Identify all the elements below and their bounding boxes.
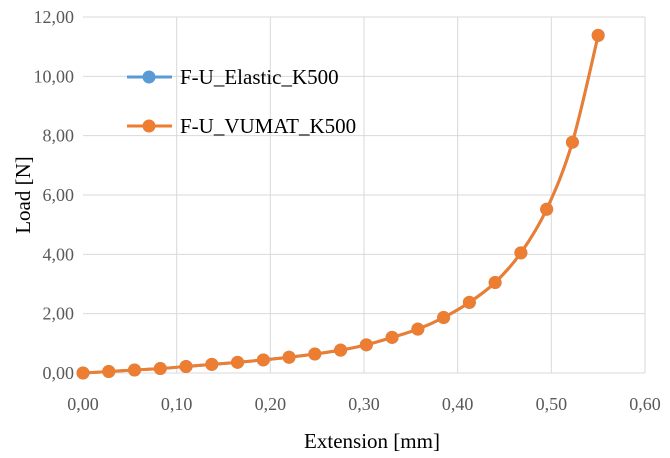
data-point [334,343,348,357]
grid-lines [83,16,646,373]
y-tick-label: 8,00 [43,126,75,146]
data-point [462,295,476,309]
legend-item-elastic: F-U_Elastic_K500 [127,65,339,89]
y-tick-label: 0,00 [43,363,75,383]
data-point [565,135,579,149]
data-point [153,362,167,376]
x-tick-label: 0,60 [629,394,661,414]
y-tick-label: 12,00 [34,7,75,27]
data-point [540,202,554,216]
y-tick-label: 6,00 [43,185,75,205]
legend-label-vumat: F-U_VUMAT_K500 [180,114,356,138]
x-tick-label: 0,40 [442,394,474,414]
legend-item-vumat: F-U_VUMAT_K500 [127,114,356,138]
data-point [385,330,399,344]
x-axis-title: Extension [mm] [304,429,440,453]
y-axis-title: Load [N] [11,156,35,234]
y-tick-label: 2,00 [43,304,75,324]
x-tick-label: 0,20 [255,394,287,414]
data-series [76,28,605,380]
data-point [102,365,116,379]
data-point [359,338,373,352]
x-tick-label: 0,00 [67,394,99,414]
data-point [179,359,193,373]
data-point [514,246,528,260]
data-point [308,347,322,361]
data-point [205,357,219,371]
data-point [591,28,605,42]
data-point [231,355,245,369]
data-point [282,350,296,364]
legend: F-U_Elastic_K500 F-U_VUMAT_K500 [127,65,356,138]
x-tick-label: 0,50 [536,394,568,414]
tick-labels: 0,00 0,10 0,20 0,30 0,40 0,50 0,60 0,00 2,00 4,00… [34,7,661,414]
y-tick-label: 4,00 [43,244,75,264]
data-point [256,353,270,367]
series-vumat [76,28,605,380]
legend-marker-elastic [142,70,156,84]
x-tick-label: 0,30 [348,394,380,414]
data-point [488,276,502,290]
y-tick-label: 10,00 [34,66,75,86]
legend-label-elastic: F-U_Elastic_K500 [180,65,339,89]
x-tick-label: 0,10 [161,394,193,414]
legend-marker-vumat [142,119,156,133]
series-elastic [76,28,605,380]
data-point [128,363,142,377]
data-point [411,322,425,336]
series-line [82,35,600,375]
data-point [437,311,451,325]
series-line [82,35,600,375]
data-point [76,366,90,380]
